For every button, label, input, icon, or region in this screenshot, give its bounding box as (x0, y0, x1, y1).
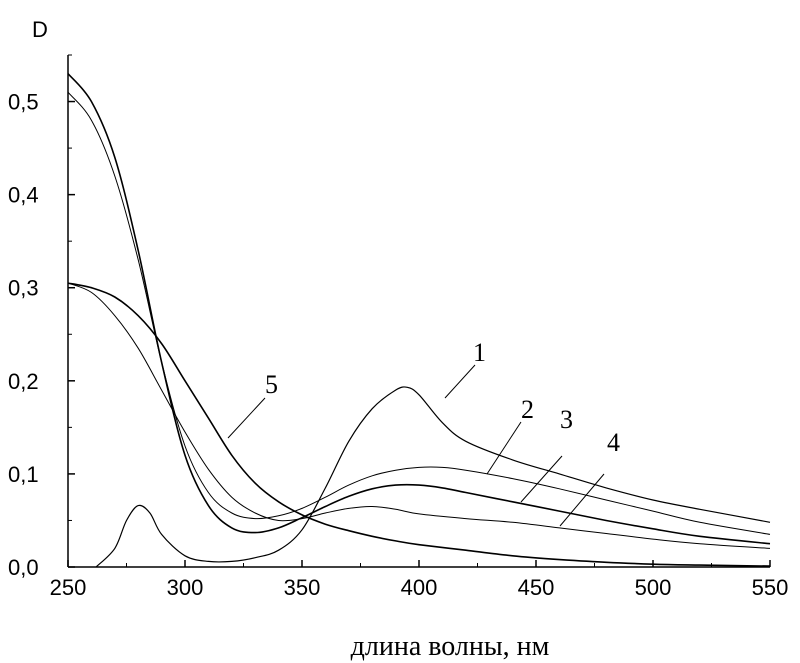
curve-label-2: 2 (521, 395, 534, 424)
series-line-2 (67, 91, 771, 535)
x-tick-label-6: 550 (752, 575, 789, 600)
x-tick-label-4: 450 (518, 575, 555, 600)
curve-label-5: 5 (265, 370, 278, 399)
x-tick-label-2: 350 (284, 575, 321, 600)
series-line-1 (95, 386, 771, 568)
y-axis-title: D (32, 17, 48, 42)
x-tick-label-3: 400 (401, 575, 438, 600)
series-line-4 (67, 282, 771, 549)
x-tick-label-1: 300 (167, 575, 204, 600)
series-line-5 (67, 282, 771, 567)
leader-line-1 (444, 364, 476, 399)
curve-labels-group: 1 2 3 4 5 (227, 338, 620, 527)
leader-line-4 (559, 473, 605, 527)
series-line-3 (67, 73, 771, 545)
ticks-group: 250 300 350 400 450 500 550 0,0 0,1 0,2 0,3 0,4 0,5 (8, 54, 789, 600)
curve-label-4: 4 (607, 428, 620, 457)
y-tick-label-4: 0,4 (8, 183, 39, 208)
x-axis-title: длина волны, нм (351, 631, 550, 662)
y-tick-label-3: 0,3 (8, 276, 39, 301)
leader-line-5 (227, 397, 266, 439)
y-tick-label-1: 0,1 (8, 462, 39, 487)
x-tick-label-0: 250 (50, 575, 87, 600)
leader-line-3 (520, 455, 563, 503)
curve-label-3: 3 (560, 405, 573, 434)
y-tick-label-5: 0,5 (8, 90, 39, 115)
y-tick-label-0: 0,0 (8, 555, 39, 580)
leader-line-2 (486, 421, 522, 475)
y-tick-label-2: 0,2 (8, 369, 39, 394)
curve-label-1: 1 (473, 338, 486, 367)
curves-group (67, 73, 771, 568)
x-tick-label-5: 500 (635, 575, 672, 600)
